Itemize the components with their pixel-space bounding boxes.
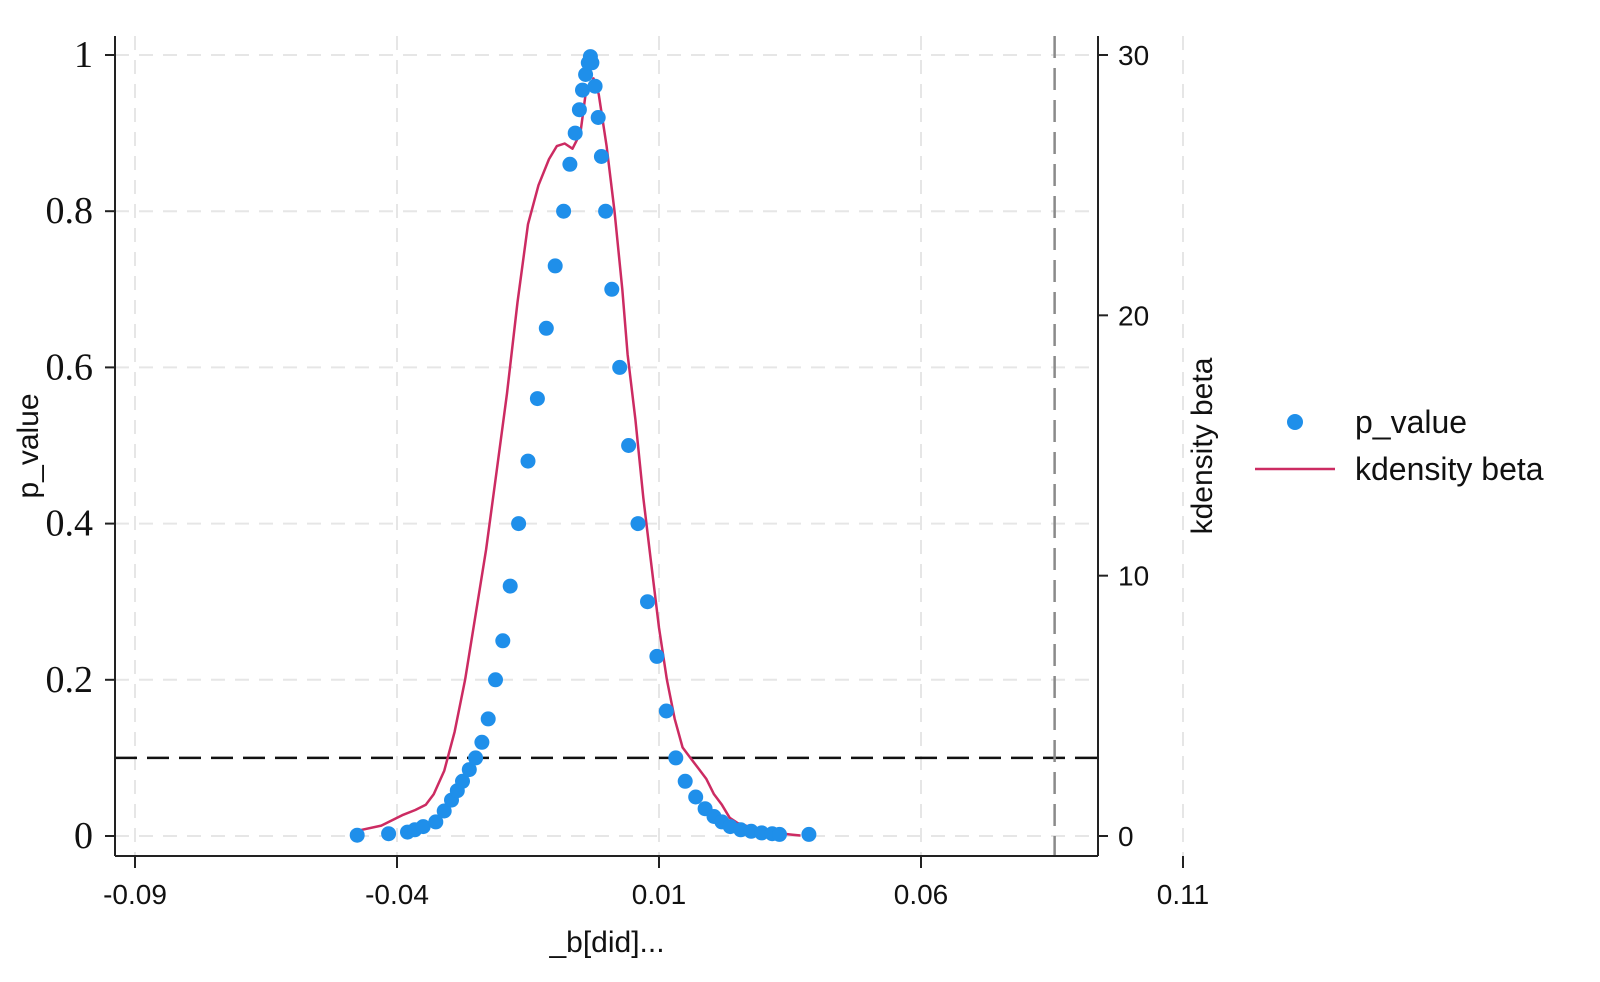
p-value-point [428, 814, 444, 830]
p-value-points [349, 49, 817, 843]
y-right-tick-label: 30 [1118, 40, 1149, 71]
x-tick-label: -0.04 [365, 879, 429, 910]
p-value-point [801, 826, 817, 842]
p-value-point [593, 149, 609, 164]
y-right-tick-label: 20 [1118, 300, 1149, 331]
x-axis-title: _b[did]... [548, 926, 664, 959]
p-value-point [567, 125, 583, 141]
y-left-tick-label: 0.6 [46, 346, 94, 388]
p-value-point [529, 391, 545, 407]
p-value-point [538, 320, 554, 336]
p-value-point [587, 78, 603, 94]
p-value-point [578, 67, 594, 82]
y-right-tick-label: 0 [1118, 821, 1134, 852]
p-value-point [604, 281, 620, 297]
kdensity-line [356, 77, 801, 837]
p-value-point [621, 438, 637, 453]
y-axis-title-left: p_value [12, 393, 45, 498]
p-value-point [455, 773, 470, 789]
p-value-point [520, 453, 536, 469]
p-value-point [772, 826, 787, 842]
p-value-point [556, 203, 572, 219]
p-value-point [461, 762, 477, 778]
p-value-point [630, 516, 646, 532]
legend-label-kdensity: kdensity beta [1355, 451, 1544, 487]
p-value-point [584, 55, 600, 71]
p-value-point [658, 703, 674, 719]
x-tick-label: 0.11 [1157, 879, 1209, 910]
y-left-tick-label: 0.4 [46, 503, 94, 545]
p-value-point [511, 516, 527, 532]
x-tick-label: 0.01 [632, 879, 687, 910]
p-value-point [598, 203, 614, 219]
x-tick-label: 0.06 [894, 879, 949, 910]
p-value-point [495, 633, 511, 649]
p-value-point [502, 578, 518, 594]
x-tick-label: -0.09 [103, 879, 167, 910]
p-value-point [649, 648, 665, 664]
y-axis-title-right: kdensity beta [1186, 357, 1219, 534]
grid-layer [115, 36, 1184, 856]
p-value-point [575, 82, 590, 98]
legend: p_value kdensity beta [1255, 404, 1544, 487]
axes [114, 36, 1099, 857]
y-left-tick-label: 0 [74, 815, 93, 857]
p-value-point [640, 594, 655, 610]
p-value-point [415, 819, 431, 835]
p-value-point [488, 672, 503, 688]
p-value-point [612, 359, 628, 375]
legend-marker-p-value [1287, 414, 1303, 430]
y-right-tick-label: 10 [1118, 561, 1149, 592]
p-value-point [590, 110, 606, 125]
p-value-point [547, 258, 563, 274]
p-value-point [668, 750, 684, 766]
y-left-tick-label: 1 [74, 34, 93, 76]
p-value-point [571, 102, 587, 118]
p-value-point [562, 156, 578, 172]
data-layer [349, 49, 817, 843]
legend-label-p-value: p_value [1355, 404, 1467, 440]
p-value-point [468, 750, 484, 766]
p-value-point [677, 773, 693, 789]
y-left-tick-label: 0.8 [46, 190, 94, 232]
p-value-point [474, 734, 490, 750]
y-left-tick-label: 0.2 [46, 659, 94, 701]
p-value-point [349, 827, 365, 843]
p-value-point [688, 789, 704, 805]
p-value-point [480, 711, 496, 727]
reference-lines [115, 36, 1098, 856]
p-value-point [436, 803, 452, 819]
p-value-point [381, 826, 397, 842]
